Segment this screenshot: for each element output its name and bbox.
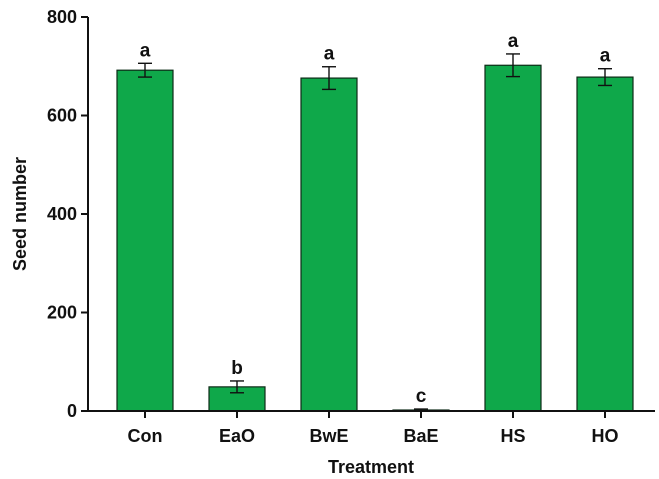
x-tick-label-ho: HO [592,426,619,446]
bars-group [116,64,634,412]
y-tick-label: 400 [47,204,77,224]
significance-letter-ho: a [600,46,611,67]
bar-hs [484,64,542,412]
y-tick-label: 600 [47,106,77,126]
error-bar-con [138,62,152,78]
x-tick-label-bae: BaE [403,426,438,446]
x-tick-label-con: Con [128,426,163,446]
bar-ho [576,76,634,412]
x-ticks-group: Con EaO BwE BaE HS HO [128,411,619,446]
x-tick-label-eao: EaO [219,426,255,446]
significance-letter-eao: b [231,358,243,379]
significance-letter-bae: c [416,386,427,407]
y-tick-label: 200 [47,303,77,323]
x-axis-title: Treatment [328,457,414,477]
error-bar-ho [598,68,612,87]
bar-bwe [300,77,358,412]
significance-letters-group: a b a c a a [140,31,611,407]
y-tick-label: 0 [67,401,77,421]
error-bar-eao [230,380,244,394]
y-ticks-group: 0 200 400 600 800 [47,7,88,421]
y-axis-title: Seed number [10,157,30,271]
y-tick-label: 800 [47,7,77,27]
error-bar-bwe [322,66,336,91]
x-tick-label-hs: HS [500,426,525,446]
significance-letter-con: a [140,40,151,61]
significance-letter-hs: a [508,31,519,52]
significance-letter-bwe: a [324,44,335,65]
x-tick-label-bwe: BwE [309,426,348,446]
bar-con [116,69,174,412]
error-bar-hs [506,53,520,78]
